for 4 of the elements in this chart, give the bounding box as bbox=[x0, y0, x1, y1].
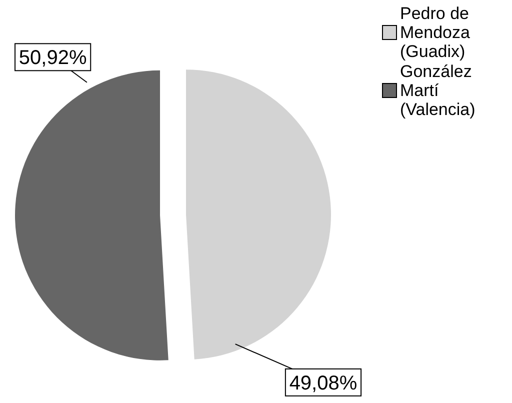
legend-label: Pedro de Mendoza (Guadix) bbox=[400, 4, 471, 61]
data-label: 50,92% bbox=[18, 47, 87, 70]
legend-label: González Martí (Valencia) bbox=[400, 62, 476, 119]
data-label: 49,08% bbox=[289, 372, 358, 394]
